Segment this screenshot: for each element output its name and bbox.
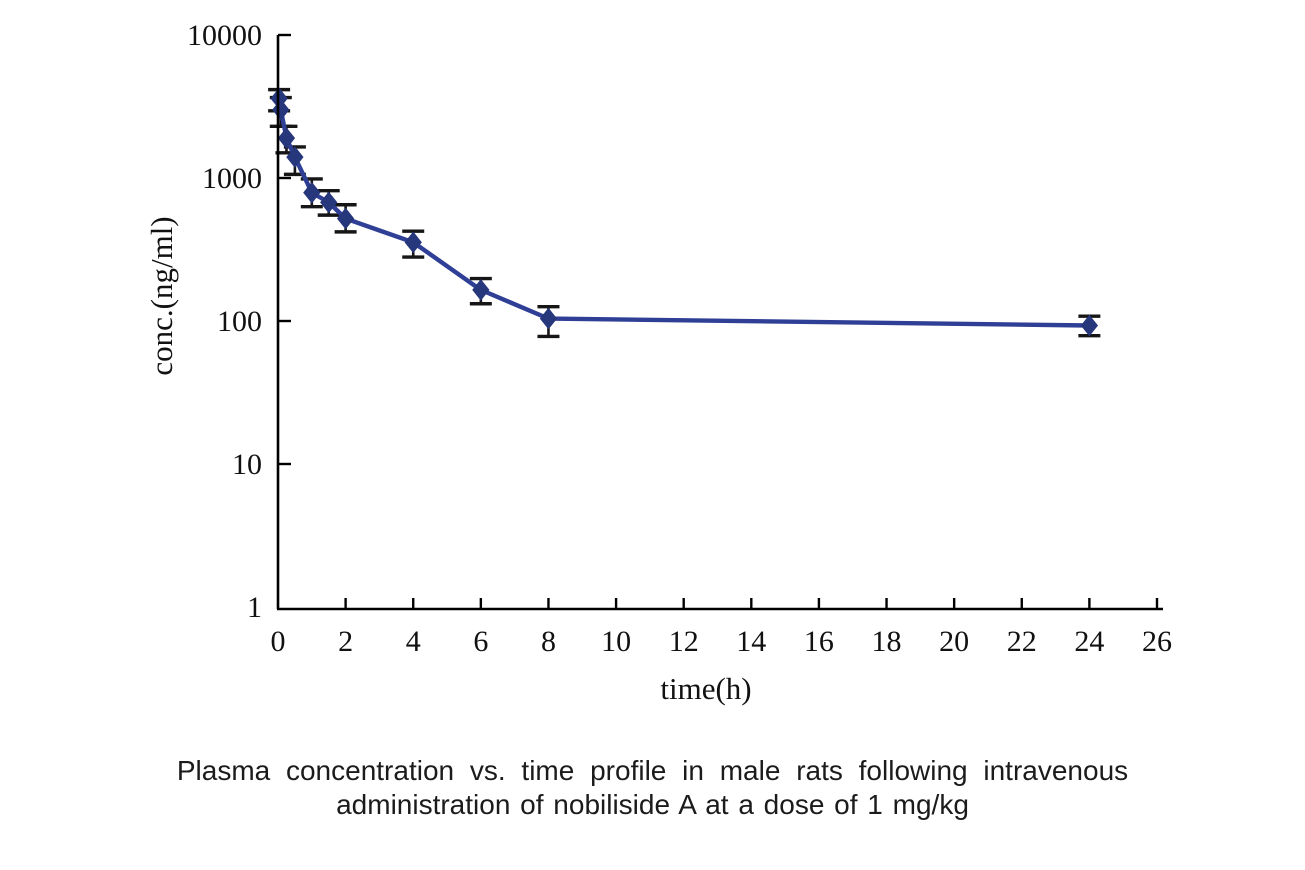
- y-tick-label: 1: [247, 591, 262, 624]
- data-point-marker: [1080, 314, 1099, 337]
- data-point-marker: [277, 127, 296, 149]
- x-tick-label: 20: [939, 625, 969, 658]
- x-tick-label: 26: [1142, 625, 1172, 658]
- x-tick-label: 24: [1074, 625, 1104, 658]
- x-axis-title: time(h): [660, 671, 751, 706]
- x-tick-label: 4: [406, 625, 421, 658]
- series-line: [276, 96, 1092, 328]
- x-tick-label: 14: [736, 625, 766, 658]
- x-tick-label: 18: [872, 625, 902, 658]
- data-point-marker: [404, 231, 422, 254]
- data-point-marker: [320, 191, 338, 214]
- data-point-marker: [336, 207, 355, 230]
- x-tick-label: 12: [669, 625, 699, 658]
- y-tick-label: 100: [217, 305, 262, 338]
- caption-line-1: Plasma concentration vs. time profile in…: [176, 755, 1129, 786]
- caption-line-2: administration of nobiliside A at a dose…: [336, 789, 969, 820]
- x-tick-label: 8: [541, 625, 556, 658]
- y-tick-label: 10: [232, 448, 262, 481]
- data-point-marker: [286, 146, 304, 168]
- data-point-marker: [472, 279, 490, 301]
- y-tick-label: 10000: [187, 19, 262, 52]
- data-point-marker: [539, 307, 558, 330]
- x-tick-label: 16: [804, 625, 834, 658]
- x-tick-label: 6: [473, 625, 488, 658]
- x-tick-label: 22: [1007, 625, 1037, 658]
- data-point-marker: [303, 181, 321, 204]
- x-tick-label: 2: [338, 625, 353, 658]
- figure-caption: Plasma concentration vs. time profile in…: [0, 754, 1305, 822]
- y-axis-title: conc.(ng/ml): [144, 216, 179, 375]
- x-tick-label: 10: [601, 625, 631, 658]
- pk-concentration-chart: 1 10 100 1000 10000 0 2 4 6 8 10 12 14 16 18 20 22 24 26 co…: [144, 19, 1172, 706]
- x-tick-label: 0: [271, 625, 286, 658]
- y-tick-label: 1000: [202, 162, 262, 195]
